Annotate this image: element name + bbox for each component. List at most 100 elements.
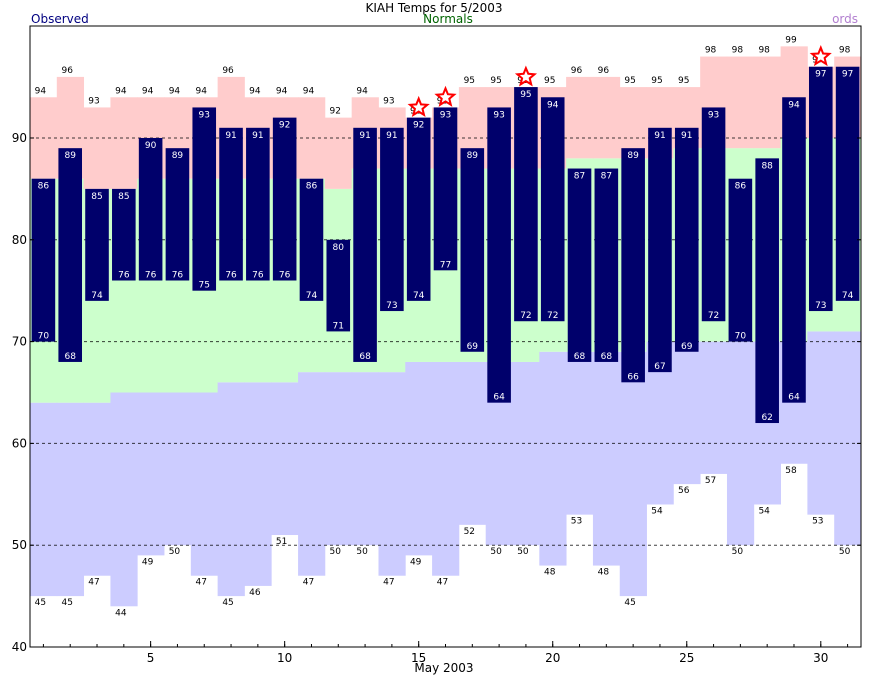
observed-bar [380,127,404,312]
observed-high-label: 91 [654,131,665,141]
observed-high-label: 91 [252,131,263,141]
record-high-label: 95 [678,76,689,86]
record-low-band [351,372,379,546]
record-high-label: 94 [35,86,47,96]
observed-low-label: 72 [520,311,531,321]
record-low-label: 50 [839,547,851,557]
observed-high-label: 92 [279,121,290,131]
record-high-label: 99 [785,35,797,45]
x-tick-label: 25 [679,651,694,665]
chart-title: KIAH Temps for 5/2003 [365,1,502,15]
observed-bar [648,127,672,373]
observed-bar [433,107,458,271]
observed-low-label: 74 [306,291,318,301]
record-low-label: 50 [330,547,342,557]
record-low-label: 51 [276,537,287,547]
observed-high-label: 93 [199,110,210,120]
record-high-label: 95 [490,76,501,86]
y-tick-label: 70 [12,335,27,349]
observed-high-label: 89 [64,151,76,161]
observed-bar [165,148,190,281]
y-tick-label: 90 [12,131,27,145]
record-low-band [110,392,138,607]
record-low-label: 50 [490,547,502,557]
observed-bar [272,117,297,281]
observed-bar [567,168,592,362]
observed-high-label: 87 [574,172,585,182]
observed-bar [782,97,806,403]
observed-high-label: 97 [842,70,853,80]
x-tick-label: 20 [545,651,560,665]
record-high-label: 96 [222,66,234,76]
record-low-band [164,392,192,546]
observed-low-label: 76 [172,271,184,281]
observed-high-label: 94 [788,100,800,110]
record-low-band [673,341,701,485]
observed-bar [353,127,377,362]
observed-bar [112,188,136,281]
observed-high-label: 89 [172,151,184,161]
observed-bar [728,178,753,342]
observed-high-label: 93 [440,110,451,120]
record-low-band [619,351,647,597]
y-tick-label: 80 [12,233,27,247]
observed-high-label: 91 [225,131,236,141]
observed-low-label: 73 [386,301,397,311]
observed-bar [514,87,538,322]
observed-high-label: 92 [413,121,424,131]
observed-bar [540,97,565,322]
record-high-label: 95 [464,76,475,86]
y-tick-label: 60 [12,436,27,450]
observed-low-label: 76 [252,271,264,281]
observed-low-label: 76 [145,271,157,281]
record-star [434,85,457,107]
observed-bar [835,66,860,301]
observed-bar [299,178,324,301]
x-tick-label: 15 [411,651,426,665]
observed-high-label: 93 [708,110,719,120]
observed-bar [674,127,699,352]
observed-low-label: 71 [333,321,344,331]
record-low-label: 45 [222,598,233,608]
record-high-band [324,117,353,189]
record-low-band [244,382,272,586]
observed-low-label: 74 [413,291,425,301]
record-high-label: 98 [758,46,770,56]
observed-high-label: 85 [118,192,129,202]
record-high-band [83,107,111,189]
record-high-label: 94 [196,86,208,96]
observed-low-label: 68 [359,352,371,362]
observed-high-label: 91 [359,131,370,141]
record-low-label: 52 [464,527,475,537]
record-low-label: 58 [785,466,797,476]
observed-bar [31,178,56,342]
observed-low-label: 68 [574,352,586,362]
observed-bar [219,127,243,281]
record-low-band [271,382,299,536]
record-low-band [592,351,621,566]
record-high-label: 95 [651,76,662,86]
observed-high-label: 87 [601,172,612,182]
observed-low-label: 70 [38,332,50,342]
observed-low-label: 77 [440,260,451,270]
record-low-band [56,402,85,597]
record-high-label: 95 [624,76,635,86]
record-low-label: 56 [678,486,690,496]
record-low-label: 45 [61,598,72,608]
record-low-band [807,331,835,515]
record-high-label: 95 [544,76,555,86]
record-low-label: 47 [383,578,394,588]
record-high-band [110,97,138,189]
observed-bar [621,148,645,383]
observed-high-label: 97 [815,70,826,80]
record-low-label: 46 [249,588,261,598]
observed-bar [406,117,431,301]
observed-high-label: 90 [145,141,157,151]
observed-low-label: 64 [788,393,800,403]
observed-high-label: 86 [306,182,318,192]
record-low-band [30,402,58,597]
observed-low-label: 66 [627,372,639,382]
record-high-label: 94 [249,86,261,96]
record-low-band [539,351,567,566]
record-low-band [83,402,111,576]
